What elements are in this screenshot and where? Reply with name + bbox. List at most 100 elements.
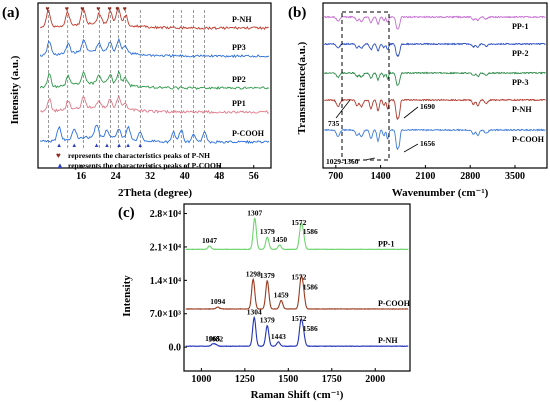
xtick-label: 16	[76, 171, 86, 182]
annot-1656: 1656	[420, 139, 435, 148]
xtick-label: 3500	[505, 171, 525, 182]
raman-peak-label: 1379	[260, 316, 275, 325]
raman-peak-label: 1586	[303, 282, 318, 291]
raman-peak-label: 1379	[260, 227, 275, 236]
ftir-series-label: P-NH	[512, 105, 532, 114]
panel-a-ylabel: Intensity (a.u.)	[9, 55, 21, 124]
panel-c-xlabel: Raman Shift (cm⁻¹)	[251, 389, 344, 401]
annot-1690: 1690	[420, 102, 435, 111]
pnh-peak-heart: ♥	[96, 5, 100, 13]
raman-peak-label: 1094	[210, 297, 225, 306]
raman-peak-label: 1065	[205, 334, 220, 343]
xtick-label: 1000	[191, 374, 211, 385]
ytick-label: 0.0	[169, 343, 182, 354]
raman-series-line	[185, 315, 409, 348]
raman-peak-label: 1298	[246, 269, 261, 278]
arrow-1690	[403, 106, 419, 119]
panel-a-frame	[37, 2, 272, 169]
xtick-label: 24	[111, 171, 121, 182]
panel-c-letter: (c)	[118, 205, 135, 221]
raman-peak-label: 1443	[271, 332, 286, 341]
xrd-series-line	[39, 95, 269, 114]
xrd-series-line	[39, 124, 270, 145]
arrow-735	[335, 99, 351, 119]
pcooh-peak-triangle: ▲	[125, 143, 131, 149]
panel-a-letter: (a)	[2, 5, 20, 21]
pnh-peak-heart: ♥	[107, 5, 111, 13]
xtick-label: 1750	[322, 374, 342, 385]
raman-peak-label: 1572	[291, 314, 306, 323]
arrow-1656	[403, 143, 419, 153]
pcooh-peak-triangle: ▲	[94, 143, 100, 149]
xtick-label: 1400	[371, 171, 391, 182]
ftir-series-line	[324, 98, 546, 121]
raman-peak-label: 1047	[202, 236, 217, 245]
panel-c-ylabel: Intensity	[121, 275, 133, 317]
pcooh-peak-triangle: ▲	[137, 143, 143, 149]
pnh-peak-heart: ♥	[80, 5, 84, 13]
xtick-label: 32	[145, 171, 155, 182]
panel-b-frame	[322, 2, 548, 169]
raman-peak-label: 1586	[303, 324, 318, 333]
pcooh-peak-triangle: ▲	[71, 143, 77, 149]
pcooh-peak-triangle: ▲	[116, 143, 122, 149]
raman-peak-label: 1586	[303, 227, 318, 236]
panel-a-xlabel: 2Theta (degree)	[118, 187, 192, 199]
raman-peak-label: 1082	[208, 335, 223, 344]
xtick-label: 2800	[460, 171, 480, 182]
ftir-series-label: PP-2	[512, 49, 528, 58]
xtick-label: 2100	[415, 171, 435, 182]
panel-b-annotations: 735 1690 1656 1029-1360	[326, 99, 435, 166]
xtick-label: 1500	[278, 374, 298, 385]
panel-b-ylabel: Transmittance(a.u.)	[296, 41, 308, 134]
ftir-series-label: PP-1	[512, 22, 528, 31]
highlight-box	[341, 11, 390, 161]
ftir-series-line	[323, 71, 546, 86]
ftir-series-label: PP-3	[512, 78, 528, 87]
annot-1029-1360: 1029-1360	[326, 157, 359, 166]
xrd-series-line	[40, 6, 269, 31]
pnh-peak-heart: ♥	[123, 5, 127, 13]
xtick-label: 2000	[365, 374, 385, 385]
xtick-label: 48	[214, 171, 224, 182]
legend-triangle-marker: ▲	[56, 161, 64, 170]
raman-peak-label: 1307	[247, 208, 262, 217]
xtick-label: 700	[328, 171, 343, 182]
xrd-series-line	[39, 37, 270, 59]
pcooh-peak-triangle: ▲	[56, 143, 62, 149]
raman-series-label: P-NH	[378, 336, 398, 345]
raman-series-line	[185, 217, 409, 251]
ftir-series-line	[324, 128, 546, 151]
panel-b-xlabel: Wavenumber (cm⁻¹)	[392, 187, 489, 199]
ytick-label: 7.0×10³	[150, 309, 181, 320]
pcooh-peak-triangle: ▲	[104, 143, 110, 149]
xrd-series-label: P-NH	[232, 15, 252, 24]
raman-peak-label: 1379	[260, 271, 275, 280]
xrd-series-label: PP2	[232, 75, 246, 84]
raman-series-line	[185, 275, 409, 311]
pnh-peak-heart: ♥	[65, 5, 69, 13]
raman-peak-label: 1572	[291, 273, 306, 282]
raman-peak-label: 1572	[291, 218, 306, 227]
panel-a-legend: ♥ represents the characteristics peaks o…	[56, 151, 222, 170]
xrd-series-label: P-COOH	[232, 129, 265, 138]
ftir-series-line	[324, 42, 546, 58]
raman-series-label: PP-1	[378, 239, 394, 248]
ytick-label: 2.8×10⁴	[150, 209, 181, 220]
panel-b-letter: (b)	[288, 5, 306, 21]
xtick-label: 40	[180, 171, 190, 182]
raman-series-label: P-COOH	[378, 299, 411, 308]
pnh-peak-heart: ♥	[115, 5, 119, 13]
raman-peak-label: 1459	[274, 290, 289, 299]
pnh-peak-heart: ♥	[45, 5, 49, 13]
legend-pcooh-note: represents the characteristics peaks of …	[68, 161, 222, 170]
xrd-series-label: PP1	[232, 99, 246, 108]
panel-b: (b) PP-1 PP-2 PP-3 P-NH P-COOH 700 1400 2100 28…	[288, 2, 548, 199]
panel-c: (c) PP-1104713071379145015721586P-COOH10…	[118, 203, 411, 401]
arrow-range	[364, 157, 376, 161]
ytick-label: 2.1×10⁴	[150, 242, 181, 253]
xtick-label: 1250	[235, 374, 255, 385]
ytick-label: 1.4×10⁴	[150, 276, 181, 287]
